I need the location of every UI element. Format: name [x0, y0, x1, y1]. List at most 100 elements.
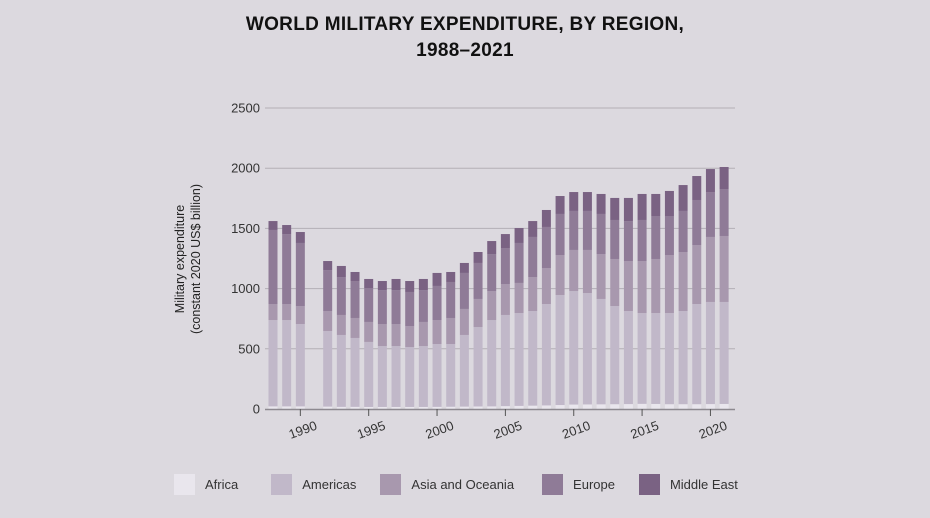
bar-segment-asia-and-oceania [705, 236, 715, 302]
bar-segment-europe [705, 192, 715, 237]
bar-segment-asia-and-oceania [651, 258, 661, 314]
bar-segment-africa [350, 406, 360, 409]
bar-segment-asia-and-oceania [623, 261, 633, 311]
bar-segment-middle-east [323, 261, 333, 271]
bar-segment-middle-east [692, 176, 702, 200]
y-axis-label-line-2: (constant 2020 US$ billion) [189, 184, 203, 334]
bar-2017 [664, 190, 674, 409]
bar-segment-americas [473, 327, 483, 407]
chart-title: WORLD MILITARY EXPENDITURE, BY REGION, 1… [0, 12, 930, 64]
bar-2018 [678, 185, 688, 409]
bar-1988 [268, 221, 278, 409]
bar-segment-americas [528, 310, 538, 406]
bar-1992 [323, 261, 333, 409]
legend-swatch [174, 474, 195, 495]
bar-segment-americas [541, 304, 551, 406]
bar-segment-middle-east [473, 251, 483, 263]
bar-segment-americas [391, 346, 401, 407]
legend-item-americas: Americas [271, 474, 356, 495]
chart-title-line-2: 1988–2021 [416, 40, 514, 61]
y-axis-label-line-1: Military expenditure [173, 205, 187, 313]
bar-segment-americas [582, 293, 592, 405]
bar-segment-europe [692, 199, 702, 246]
bar-segment-asia-and-oceania [596, 254, 606, 299]
bar-2008 [541, 209, 551, 409]
bar-segment-americas [596, 298, 606, 405]
bar-segment-asia-and-oceania [692, 245, 702, 305]
bar-segment-middle-east [637, 193, 647, 220]
bar-segment-asia-and-oceania [323, 310, 333, 331]
bar-segment-middle-east [719, 166, 729, 190]
bar-1997 [391, 278, 401, 409]
bar-segment-europe [350, 281, 360, 318]
bar-segment-americas [418, 346, 428, 407]
bar-segment-africa [487, 406, 497, 409]
bar-segment-asia-and-oceania [569, 249, 579, 292]
bar-segment-europe [405, 291, 415, 327]
bar-segment-africa [446, 406, 456, 409]
bar-2003 [473, 251, 483, 409]
bar-segment-africa [364, 406, 374, 409]
bar-segment-americas [705, 301, 715, 405]
bar-segment-americas [692, 304, 702, 405]
bar-segment-asia-and-oceania [418, 321, 428, 347]
bar-segment-middle-east [514, 228, 524, 243]
bar-segment-americas [350, 337, 360, 407]
bar-2004 [487, 241, 497, 409]
bar-segment-asia-and-oceania [405, 326, 415, 347]
bar-segment-middle-east [446, 271, 456, 282]
bar-2020 [705, 169, 715, 409]
bar-2014 [623, 197, 633, 409]
bar-segment-africa [610, 404, 620, 409]
bar-segment-americas [405, 346, 415, 407]
bar-segment-africa [705, 404, 715, 409]
bar-segment-middle-east [555, 196, 565, 214]
bar-segment-europe [473, 262, 483, 299]
bar-segment-americas [364, 341, 374, 407]
bar-segment-europe [610, 219, 620, 259]
legend-item-middle-east: Middle East [638, 474, 738, 495]
legend-label: Asia and Oceania [411, 477, 515, 492]
legend-swatch [271, 474, 293, 495]
bar-segment-americas [377, 346, 387, 407]
bar-2016 [651, 193, 661, 409]
bar-segment-americas [446, 343, 456, 407]
x-tick-label: 2020 [697, 418, 729, 442]
bar-segment-europe [418, 290, 428, 322]
bar-segment-europe [432, 285, 442, 321]
legend-label: Middle East [669, 477, 738, 492]
bar-segment-americas [610, 306, 620, 405]
bar-segment-europe [719, 189, 729, 236]
bar-segment-europe [391, 290, 401, 324]
bar-segment-africa [719, 403, 729, 409]
x-tick-label: 2005 [492, 418, 524, 442]
bar-segment-americas [678, 310, 688, 405]
bar-segment-europe [582, 210, 592, 250]
bar-segment-africa [555, 405, 565, 409]
bar-segment-asia-and-oceania [391, 323, 401, 347]
bar-segment-asia-and-oceania [528, 277, 538, 311]
bar-segment-middle-east [500, 234, 510, 249]
bar-segment-middle-east [596, 193, 606, 214]
bar-segment-asia-and-oceania [555, 255, 565, 295]
bar-segment-europe [282, 234, 292, 305]
legend-swatch [380, 474, 402, 495]
bar-segment-africa [418, 406, 428, 409]
bar-segment-europe [664, 215, 674, 256]
bar-segment-americas [651, 313, 661, 404]
x-tick-label: 2000 [423, 418, 455, 442]
bar-2001 [446, 271, 456, 409]
bar-segment-middle-east [459, 262, 469, 273]
bar-2005 [500, 234, 510, 409]
bar-segment-middle-east [569, 192, 579, 211]
bar-segment-americas [487, 320, 497, 407]
bar-segment-middle-east [336, 265, 346, 278]
bar-segment-africa [569, 404, 579, 409]
bar-segment-americas [268, 320, 278, 407]
bar-segment-middle-east [350, 271, 360, 282]
x-tick-label: 2010 [560, 418, 592, 442]
bar-segment-europe [678, 210, 688, 252]
bar-segment-africa [432, 406, 442, 409]
bar-segment-europe [541, 226, 551, 269]
